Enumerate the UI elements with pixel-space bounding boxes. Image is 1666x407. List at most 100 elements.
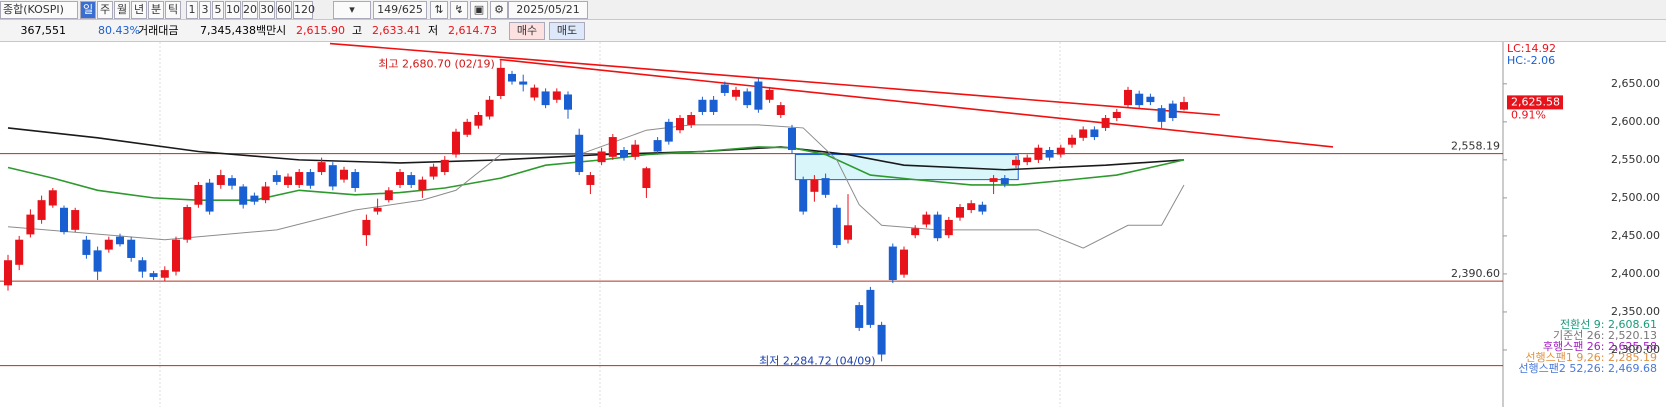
- candle-body: [776, 105, 785, 115]
- period-button[interactable]: 60: [276, 1, 292, 19]
- candle-body: [564, 94, 572, 110]
- candle-body: [586, 175, 595, 185]
- candle-body: [743, 91, 752, 106]
- candle-body: [463, 121, 472, 135]
- period-button[interactable]: 분: [148, 1, 164, 19]
- market-select[interactable]: 종합(KOSPI): [0, 1, 78, 19]
- period-button[interactable]: 틱: [165, 1, 181, 19]
- candle-body: [620, 149, 628, 158]
- candle-body: [340, 169, 348, 180]
- period-button[interactable]: 30: [259, 1, 275, 19]
- high: 2,633.41: [372, 24, 421, 37]
- candle-body: [452, 131, 460, 155]
- candle-body: [765, 89, 774, 100]
- candle-body: [261, 186, 270, 201]
- tool-icon[interactable]: ▣: [470, 1, 488, 19]
- period-button[interactable]: 3: [199, 1, 211, 19]
- candle-body: [653, 140, 662, 152]
- period-button[interactable]: 120: [293, 1, 315, 19]
- candle-body: [485, 99, 494, 117]
- candle-body: [888, 246, 897, 281]
- legend-entry: 후행스팬 26: 2,625.58: [1543, 340, 1657, 353]
- candle-body: [530, 87, 539, 98]
- candle-body: [1124, 89, 1132, 106]
- candle-body: [810, 179, 819, 192]
- volume-ratio: 80.43%: [98, 24, 140, 37]
- period-button[interactable]: 월: [114, 1, 130, 19]
- candle-body: [496, 67, 505, 96]
- period-button[interactable]: 5: [212, 1, 224, 19]
- date[interactable]: 2025/05/21: [508, 1, 588, 19]
- candle-body: [1023, 157, 1032, 163]
- tool-icon[interactable]: ⇅: [430, 1, 448, 19]
- candle-body: [519, 81, 528, 85]
- indicator-line: [7, 127, 1185, 171]
- candle-body: [250, 195, 259, 202]
- candle-body: [104, 239, 113, 250]
- candle-body: [26, 214, 35, 235]
- high-note: 최고 2,680.70 (02/19): [378, 57, 495, 70]
- candle-body: [720, 84, 729, 93]
- candle-body: [351, 172, 360, 188]
- candle-body: [71, 210, 80, 230]
- candle-body: [272, 175, 281, 182]
- lc: LC:14.92: [1507, 42, 1556, 55]
- candle-body: [1034, 147, 1043, 160]
- y-tick-label: 2,600.00: [1611, 115, 1660, 128]
- buy-button[interactable]: 매수: [509, 22, 545, 40]
- period-button[interactable]: 주: [97, 1, 113, 19]
- candle-body: [373, 207, 382, 212]
- candle-body: [1079, 129, 1088, 138]
- candle-body: [48, 190, 57, 206]
- period-button[interactable]: 20: [242, 1, 258, 19]
- candle-body: [552, 91, 561, 100]
- candle-body: [1101, 118, 1110, 128]
- candle-body: [597, 151, 606, 163]
- candle-body: [306, 172, 315, 186]
- candle-body: [216, 175, 225, 185]
- level-label: 2,558.19: [1451, 140, 1500, 153]
- candle-body: [239, 186, 248, 205]
- candle-body: [664, 121, 673, 142]
- candle-body: [709, 99, 718, 112]
- candle-body: [788, 127, 796, 150]
- candle-body: [1068, 137, 1076, 145]
- candle-body: [642, 168, 651, 188]
- candle-body: [608, 137, 617, 157]
- tool-icon[interactable]: ↯: [450, 1, 468, 19]
- tool-icon[interactable]: ⚙: [490, 1, 508, 19]
- candle-body: [1090, 129, 1099, 138]
- candle-body: [508, 73, 516, 82]
- candle-body: [1180, 102, 1188, 110]
- toolbar: 종합(KOSPI) 일 주 월 년 분 틱 1 3 5 10 20 30 60 120 ▾ 149/625…: [0, 0, 1666, 20]
- dropdown[interactable]: ▾: [333, 1, 371, 19]
- candle-body: [60, 207, 68, 233]
- level-label: 2,390.60: [1451, 267, 1500, 280]
- candle-body: [328, 165, 337, 187]
- candle-body: [362, 219, 371, 236]
- y-tick-label: 2,450.00: [1611, 229, 1660, 242]
- candle-body: [194, 184, 203, 205]
- candle-body: [440, 159, 449, 173]
- candle-body: [284, 176, 292, 185]
- candle-body: [855, 305, 864, 328]
- period-button[interactable]: 년: [131, 1, 147, 19]
- candle-body: [832, 207, 841, 246]
- period-button[interactable]: 1: [186, 1, 198, 19]
- candle-body: [978, 204, 987, 212]
- y-tick-label: 2,400.00: [1611, 267, 1660, 280]
- candle-body: [575, 134, 584, 173]
- price-tag-label: 2,625.58: [1511, 95, 1560, 108]
- legend-entry: 전환선 9: 2,608.61: [1560, 318, 1657, 331]
- high-label: 고: [352, 24, 363, 37]
- candle-body: [944, 219, 953, 236]
- candle-body: [687, 115, 696, 125]
- period-button[interactable]: 일: [80, 1, 96, 19]
- low-note: 최저 2,284.72 (04/09): [759, 355, 876, 368]
- candle-body: [844, 225, 852, 240]
- sell-button[interactable]: 매도: [549, 22, 585, 40]
- candle-body: [160, 270, 169, 278]
- candle-body: [474, 115, 483, 126]
- period-button[interactable]: 10: [225, 1, 241, 19]
- candle-body: [1168, 103, 1177, 119]
